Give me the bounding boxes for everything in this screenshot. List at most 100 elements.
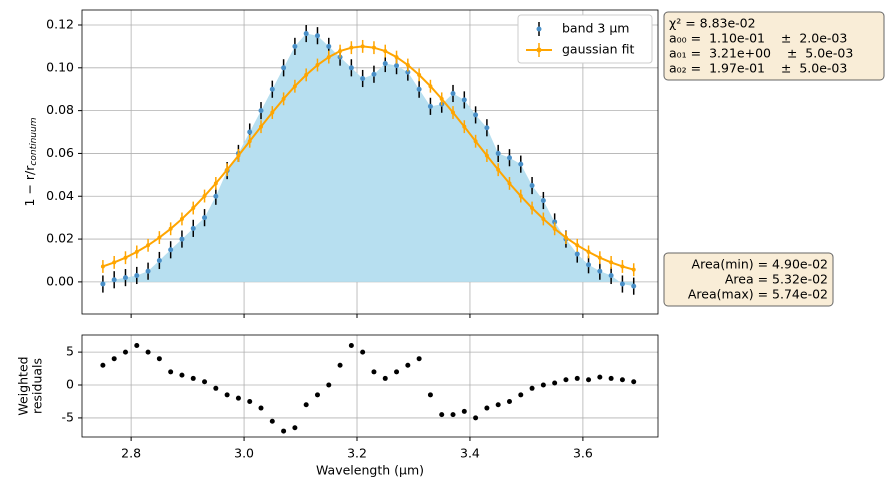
data-point: [518, 194, 523, 199]
x-axis-label: Wavelength (μm): [316, 463, 424, 478]
axes-frame: [81, 9, 659, 315]
data-point: [292, 84, 297, 89]
residual-point: [405, 362, 411, 368]
data-point: [168, 226, 173, 231]
data-point: [461, 97, 467, 103]
data-point: [360, 44, 365, 49]
data-point: [100, 264, 105, 269]
data-point: [315, 63, 320, 68]
annotation-text: a₀₀ = 1.10e-01 ± 2.0e-03: [669, 31, 847, 46]
data-point: [450, 90, 456, 96]
data-point: [608, 272, 614, 278]
data-point: [405, 69, 411, 75]
y-tick-label: -5: [62, 409, 74, 424]
data-point: [236, 153, 241, 158]
data-point: [190, 225, 196, 231]
data-point: [473, 139, 478, 144]
data-point: [439, 96, 444, 101]
data-area: [102, 33, 634, 287]
data-point: [247, 139, 252, 144]
residual-point: [269, 418, 275, 424]
legend-marker: [536, 26, 542, 32]
data-point: [213, 193, 219, 199]
residual-point: [168, 369, 174, 375]
data-point: [225, 167, 230, 172]
data-point: [518, 161, 524, 167]
x-tick-label: 3.4: [460, 446, 480, 461]
fit-line: [102, 45, 634, 271]
data-point: [270, 110, 275, 115]
residual-point: [371, 369, 377, 375]
annotation-text: Area(min) = 4.90e-02: [692, 257, 828, 272]
data-point: [371, 71, 377, 77]
data-point: [303, 31, 309, 37]
data-point: [383, 49, 388, 54]
annotation-box: [663, 252, 834, 307]
data-point: [540, 198, 546, 204]
y-tick-label: 0.08: [46, 102, 74, 117]
data-point: [631, 267, 636, 272]
residual-point: [213, 385, 219, 391]
data-point: [575, 243, 580, 248]
data-point: [529, 183, 535, 189]
data-point: [382, 61, 388, 67]
residual-point: [326, 382, 332, 388]
residual-point: [156, 356, 162, 362]
data-point: [405, 63, 410, 68]
data-point: [462, 124, 467, 129]
data-point: [586, 249, 591, 254]
data-point: [574, 251, 580, 257]
residual-point: [552, 380, 558, 386]
residual-point: [145, 349, 151, 355]
residual-point: [235, 395, 241, 401]
data-point: [112, 260, 117, 265]
data-point: [292, 43, 298, 49]
x-tick-label: 3.2: [347, 446, 367, 461]
residual-point: [111, 356, 117, 362]
data-point: [213, 181, 218, 186]
data-point: [620, 264, 625, 269]
y-axis-label: residuals: [30, 358, 45, 414]
residual-point: [439, 412, 445, 418]
legend-label: gaussian fit: [562, 42, 634, 57]
data-point: [168, 247, 174, 253]
legend-label: band 3 µm: [562, 21, 629, 36]
residual-point: [495, 402, 501, 408]
residual-point: [518, 392, 524, 398]
residual-point: [122, 349, 128, 355]
data-point: [146, 243, 151, 248]
data-point: [631, 283, 637, 289]
y-tick-label: 0.02: [46, 231, 74, 246]
annotation-box: [663, 11, 885, 81]
residual-point: [337, 362, 343, 368]
y-tick-label: 0: [66, 377, 74, 392]
data-point: [586, 262, 592, 268]
data-point: [609, 260, 614, 265]
data-point: [349, 45, 354, 50]
data-point: [179, 216, 184, 221]
y-tick-label: 0.04: [46, 188, 74, 203]
data-point: [563, 235, 568, 240]
data-point: [530, 206, 535, 211]
residual-point: [631, 379, 637, 385]
data-point: [314, 33, 320, 39]
data-point: [123, 255, 128, 260]
residual-point: [597, 374, 603, 380]
data-point: [269, 86, 275, 92]
data-point: [484, 153, 489, 158]
y-tick-label: 0.00: [46, 273, 74, 288]
residual-point: [619, 377, 625, 383]
data-point: [338, 49, 343, 54]
data-point: [541, 216, 546, 221]
residual-point: [484, 405, 490, 411]
data-point: [304, 72, 309, 77]
data-point: [247, 129, 253, 135]
data-point: [597, 255, 602, 260]
residual-point: [258, 405, 264, 411]
x-tick-label: 3.0: [234, 446, 254, 461]
annotation-text: χ² = 8.83e-02: [669, 16, 756, 31]
data-point: [134, 249, 139, 254]
data-point: [348, 65, 354, 71]
data-point: [202, 194, 207, 199]
